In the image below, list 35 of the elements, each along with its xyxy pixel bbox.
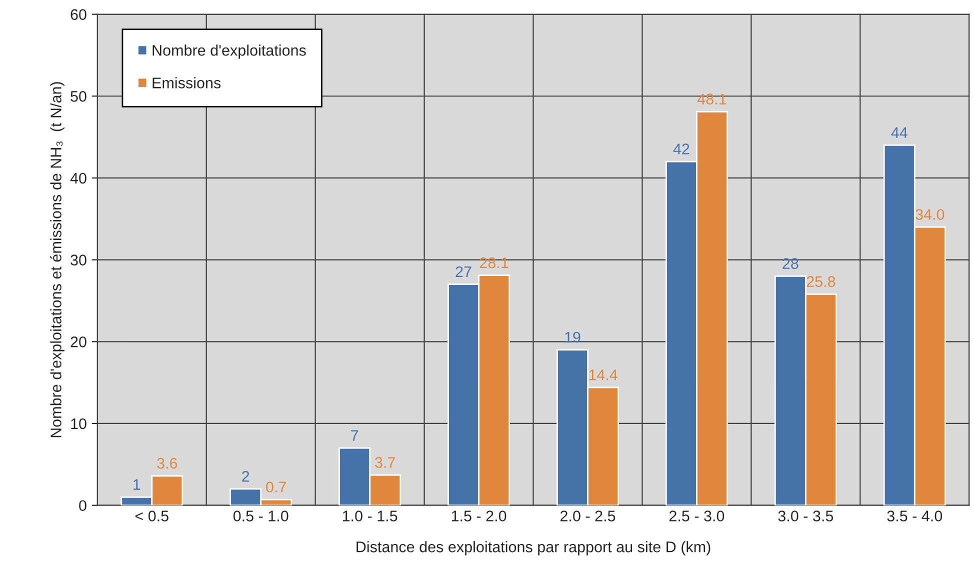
y-tick-label: 30 [70,254,86,266]
data-label: 7 [351,430,358,441]
x-tick-label: 1.5 - 2.0 [452,510,506,522]
data-label: 28.1 [480,257,508,268]
data-label: 25.8 [806,276,836,287]
data-label: 1 [134,479,140,490]
data-label: 2 [242,470,250,482]
data-label: 34.0 [916,209,944,220]
y-tick-label: 60 [70,9,86,20]
y-tick-label: 20 [70,336,86,348]
data-label: 48.1 [697,94,726,104]
data-label: 28 [782,258,798,269]
data-label: 3.6 [157,458,178,469]
x-tick-label: 3.5 - 4.0 [887,510,942,522]
legend-label: Nombre d'exploitations [152,44,306,59]
y-tick-label: 0 [79,500,86,512]
x-tick-label: 2.5 - 3.0 [669,510,724,522]
x-axis-title: Distance des exploitations par rapport au site D (km) [356,541,710,556]
x-tick-label: 3.0 - 3.5 [778,510,834,522]
y-tick-label: 50 [70,90,86,102]
data-label: 0.7 [266,482,286,492]
x-tick-label: < 0.5 [135,510,168,522]
legend-label: Emissions [152,77,221,88]
x-tick-label: 2.0 - 2.5 [560,510,616,522]
y-tick-label: 10 [71,418,86,430]
x-tick-label: 0.5 - 1.0 [233,510,288,522]
data-label: 27 [456,266,472,278]
y-axis-title: Nombre d'exploitations et émissions de NH₃ (t N/an) [50,82,64,438]
y-tick-label: 40 [70,172,86,184]
data-label: 42 [673,144,690,154]
data-label: 44 [891,127,908,138]
data-label: 3.7 [375,457,395,468]
data-label: 19 [565,332,580,343]
x-tick-label: 1.0 - 1.5 [342,510,398,522]
data-label: 14.4 [589,370,618,380]
